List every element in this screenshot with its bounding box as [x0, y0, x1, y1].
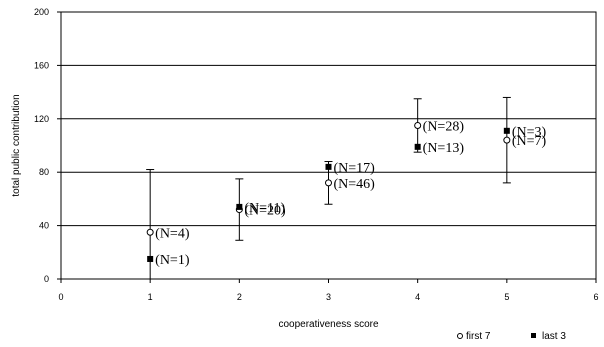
- sample-size-labels: (N=4) (N=20) (N=46) (N=28) (N=7) (N=1) (N=11) (…: [155, 119, 546, 268]
- x-tick-label: 2: [237, 292, 242, 302]
- x-tick-label: 6: [593, 292, 598, 302]
- legend-label-last-3: last 3: [542, 331, 566, 342]
- y-tick-label: 200: [34, 7, 49, 17]
- sample-size-label: (N=4): [155, 226, 190, 241]
- first-7-point: [146, 228, 154, 236]
- sample-size-label: (N=17): [334, 161, 376, 176]
- x-tick-label: 4: [415, 292, 420, 302]
- legend-marker-first-7: [457, 333, 463, 339]
- last-3-point: [325, 163, 332, 170]
- y-tick-label: 80: [39, 167, 49, 177]
- first-7-point: [503, 136, 511, 144]
- sample-size-label: (N=7): [512, 134, 547, 149]
- sample-size-label: (N=1): [155, 253, 190, 268]
- first-7-point: [414, 121, 422, 129]
- last-3-point: [414, 143, 421, 150]
- y-tick-label: 40: [39, 221, 49, 231]
- axes: [57, 11, 597, 283]
- x-tick-label: 5: [504, 292, 509, 302]
- y-tick-label: 0: [44, 274, 49, 284]
- legend-marker-last-3: [531, 333, 536, 338]
- y-tick-label: 120: [34, 114, 49, 124]
- tick-labels: 0 40 80 120 160 200 0 1 2 3 4 5 6: [34, 7, 599, 302]
- legend: first 7 last 3: [457, 331, 566, 342]
- sample-size-label: (N=28): [423, 119, 465, 134]
- y-tick-label: 160: [34, 60, 49, 70]
- data-markers: [146, 121, 511, 262]
- last-3-point: [236, 203, 243, 210]
- x-tick-label: 0: [58, 292, 63, 302]
- first-7-point: [325, 179, 332, 187]
- last-3-point: [147, 255, 154, 262]
- sample-size-label: (N=11): [244, 201, 285, 216]
- sample-size-label: (N=13): [423, 141, 465, 156]
- x-axis-title: cooperativeness score: [278, 319, 378, 330]
- sample-size-label: (N=46): [334, 177, 376, 192]
- legend-label-first-7: first 7: [466, 331, 491, 342]
- last-3-point: [503, 127, 510, 134]
- y-axis-title: total public contribution: [11, 94, 22, 196]
- sample-size-label: (N=20): [244, 204, 286, 219]
- x-tick-label: 3: [326, 292, 331, 302]
- x-tick-label: 1: [148, 292, 153, 302]
- sample-size-label: (N=3): [512, 125, 547, 140]
